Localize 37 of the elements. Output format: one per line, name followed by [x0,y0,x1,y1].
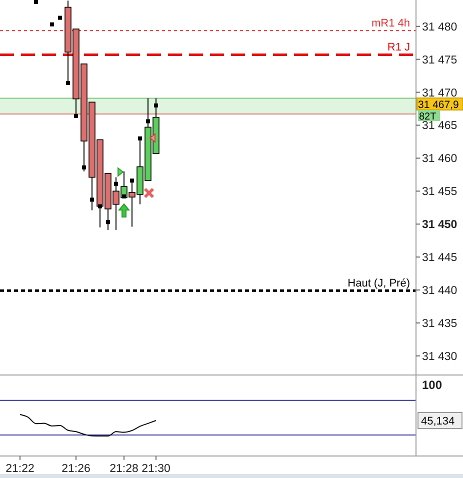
text: 100 [422,378,442,392]
y-tick-label: 31 470 [422,87,458,100]
y-tick-label: 31 430 [422,350,458,363]
point [146,119,150,124]
y-tick-label: 31 480 [422,21,458,34]
text: 31 467,9 [418,99,460,111]
point [66,81,70,86]
point [90,198,94,202]
point [98,204,102,208]
ref-line-label: R1 J [387,42,410,54]
y-tick-label: 31 450 [422,219,458,232]
point [58,16,62,20]
y-tick-label: 31 465 [422,120,458,132]
y-tick-label: 31 440 [422,284,458,297]
y-tick-label: 31 445 [422,252,458,264]
x-tick-label: 21:28 [110,463,138,475]
point [122,194,126,198]
x-tick-label: 21:22 [6,463,34,475]
point [130,178,134,183]
ref-line-label: mR1 4h [371,18,410,30]
point [74,114,78,118]
y-tick-label: 31 475 [422,54,458,66]
point [154,103,158,108]
y-tick-label: 31 435 [422,318,458,330]
text: 45,134 [421,416,455,428]
x-tick-label: 21:30 [142,463,170,475]
y-tick-label: 31 455 [422,186,458,198]
x-tick-label: 21:26 [62,463,90,475]
point [138,136,142,140]
point [114,182,118,186]
ref-line-label: Haut (J, Pré) [348,278,410,290]
point [34,0,38,4]
point [82,165,86,170]
y-tick-label: 31 460 [422,153,458,166]
point [50,22,54,26]
point [106,220,110,224]
text: 82T [419,112,436,122]
